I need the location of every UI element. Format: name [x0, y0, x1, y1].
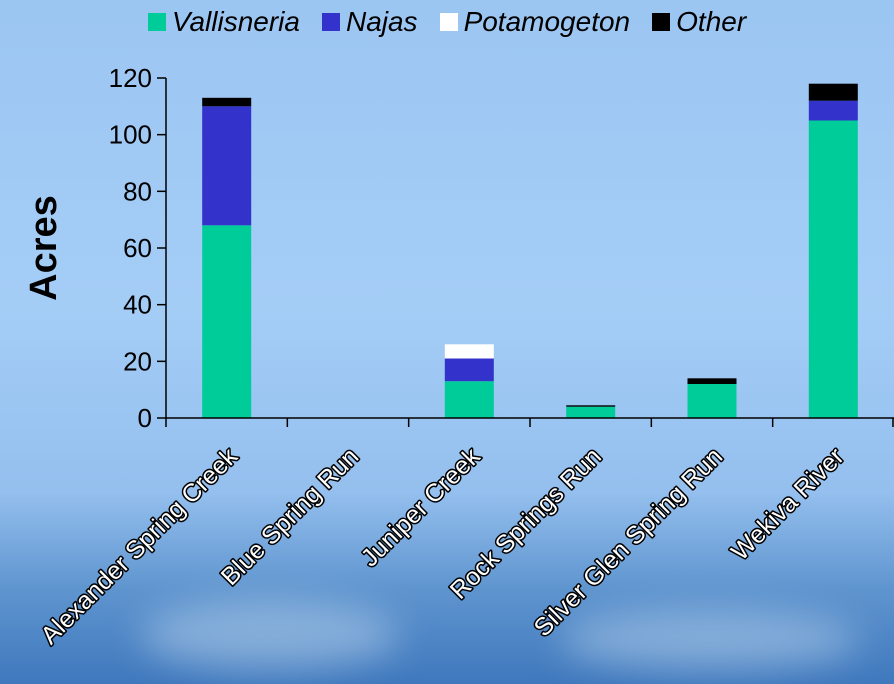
y-tick-label-100: 100	[109, 120, 152, 150]
legend-label-vallisneria: Vallisneria	[171, 6, 300, 37]
bar-wekiva-river-other	[808, 83, 858, 101]
bar-juniper-creek-potamogeton	[444, 344, 494, 359]
x-category-label-juniper-creek: Juniper Creek	[356, 442, 486, 572]
bar-wekiva-river-vallisneria	[808, 120, 858, 418]
y-tick-label-60: 60	[123, 233, 152, 263]
bar-juniper-creek-najas	[444, 358, 494, 382]
axes-group	[157, 77, 894, 427]
legend-swatch-potamogeton	[439, 13, 458, 31]
y-tick-label-120: 120	[109, 63, 152, 93]
legend-item-vallisneria: Vallisneria	[147, 6, 300, 38]
legend-swatch-other	[652, 13, 671, 31]
bar-alexander-spring-creek-vallisneria	[202, 225, 252, 418]
legend: Vallisneria Najas Potamogeton Other	[0, 2, 894, 42]
legend-swatch-najas	[321, 13, 340, 31]
background-cloud	[140, 600, 400, 670]
bar-alexander-spring-creek-other	[202, 97, 252, 107]
legend-swatch-vallisneria	[147, 13, 166, 31]
legend-item-najas: Najas	[321, 6, 418, 38]
legend-item-other: Other	[652, 6, 746, 38]
bar-alexander-spring-creek-najas	[202, 106, 252, 226]
legend-label-other: Other	[676, 6, 747, 37]
x-category-label-wekiva-river: Wekiva River	[726, 442, 850, 566]
bars-group	[202, 83, 858, 418]
bar-wekiva-river-najas	[808, 100, 858, 121]
y-tick-label-40: 40	[123, 290, 152, 320]
legend-label-potamogeton: Potamogeton	[463, 6, 631, 37]
y-tick-label-0: 0	[138, 403, 152, 433]
background-cloud	[560, 610, 860, 670]
bar-rock-springs-run-vallisneria	[566, 406, 616, 418]
bar-rock-springs-run-other	[566, 405, 616, 407]
bar-juniper-creek-vallisneria	[444, 381, 494, 418]
legend-item-potamogeton: Potamogeton	[439, 6, 631, 38]
y-tick-label-80: 80	[123, 176, 152, 206]
bar-silver-glen-spring-run-other	[687, 378, 737, 384]
x-category-label-alexander-spring-creek: Alexander Spring Creek	[35, 442, 243, 650]
y-tick-label-20: 20	[123, 346, 152, 376]
bar-silver-glen-spring-run-vallisneria	[687, 384, 737, 418]
y-axis-title: Acres	[23, 195, 65, 301]
legend-label-najas: Najas	[345, 6, 418, 37]
